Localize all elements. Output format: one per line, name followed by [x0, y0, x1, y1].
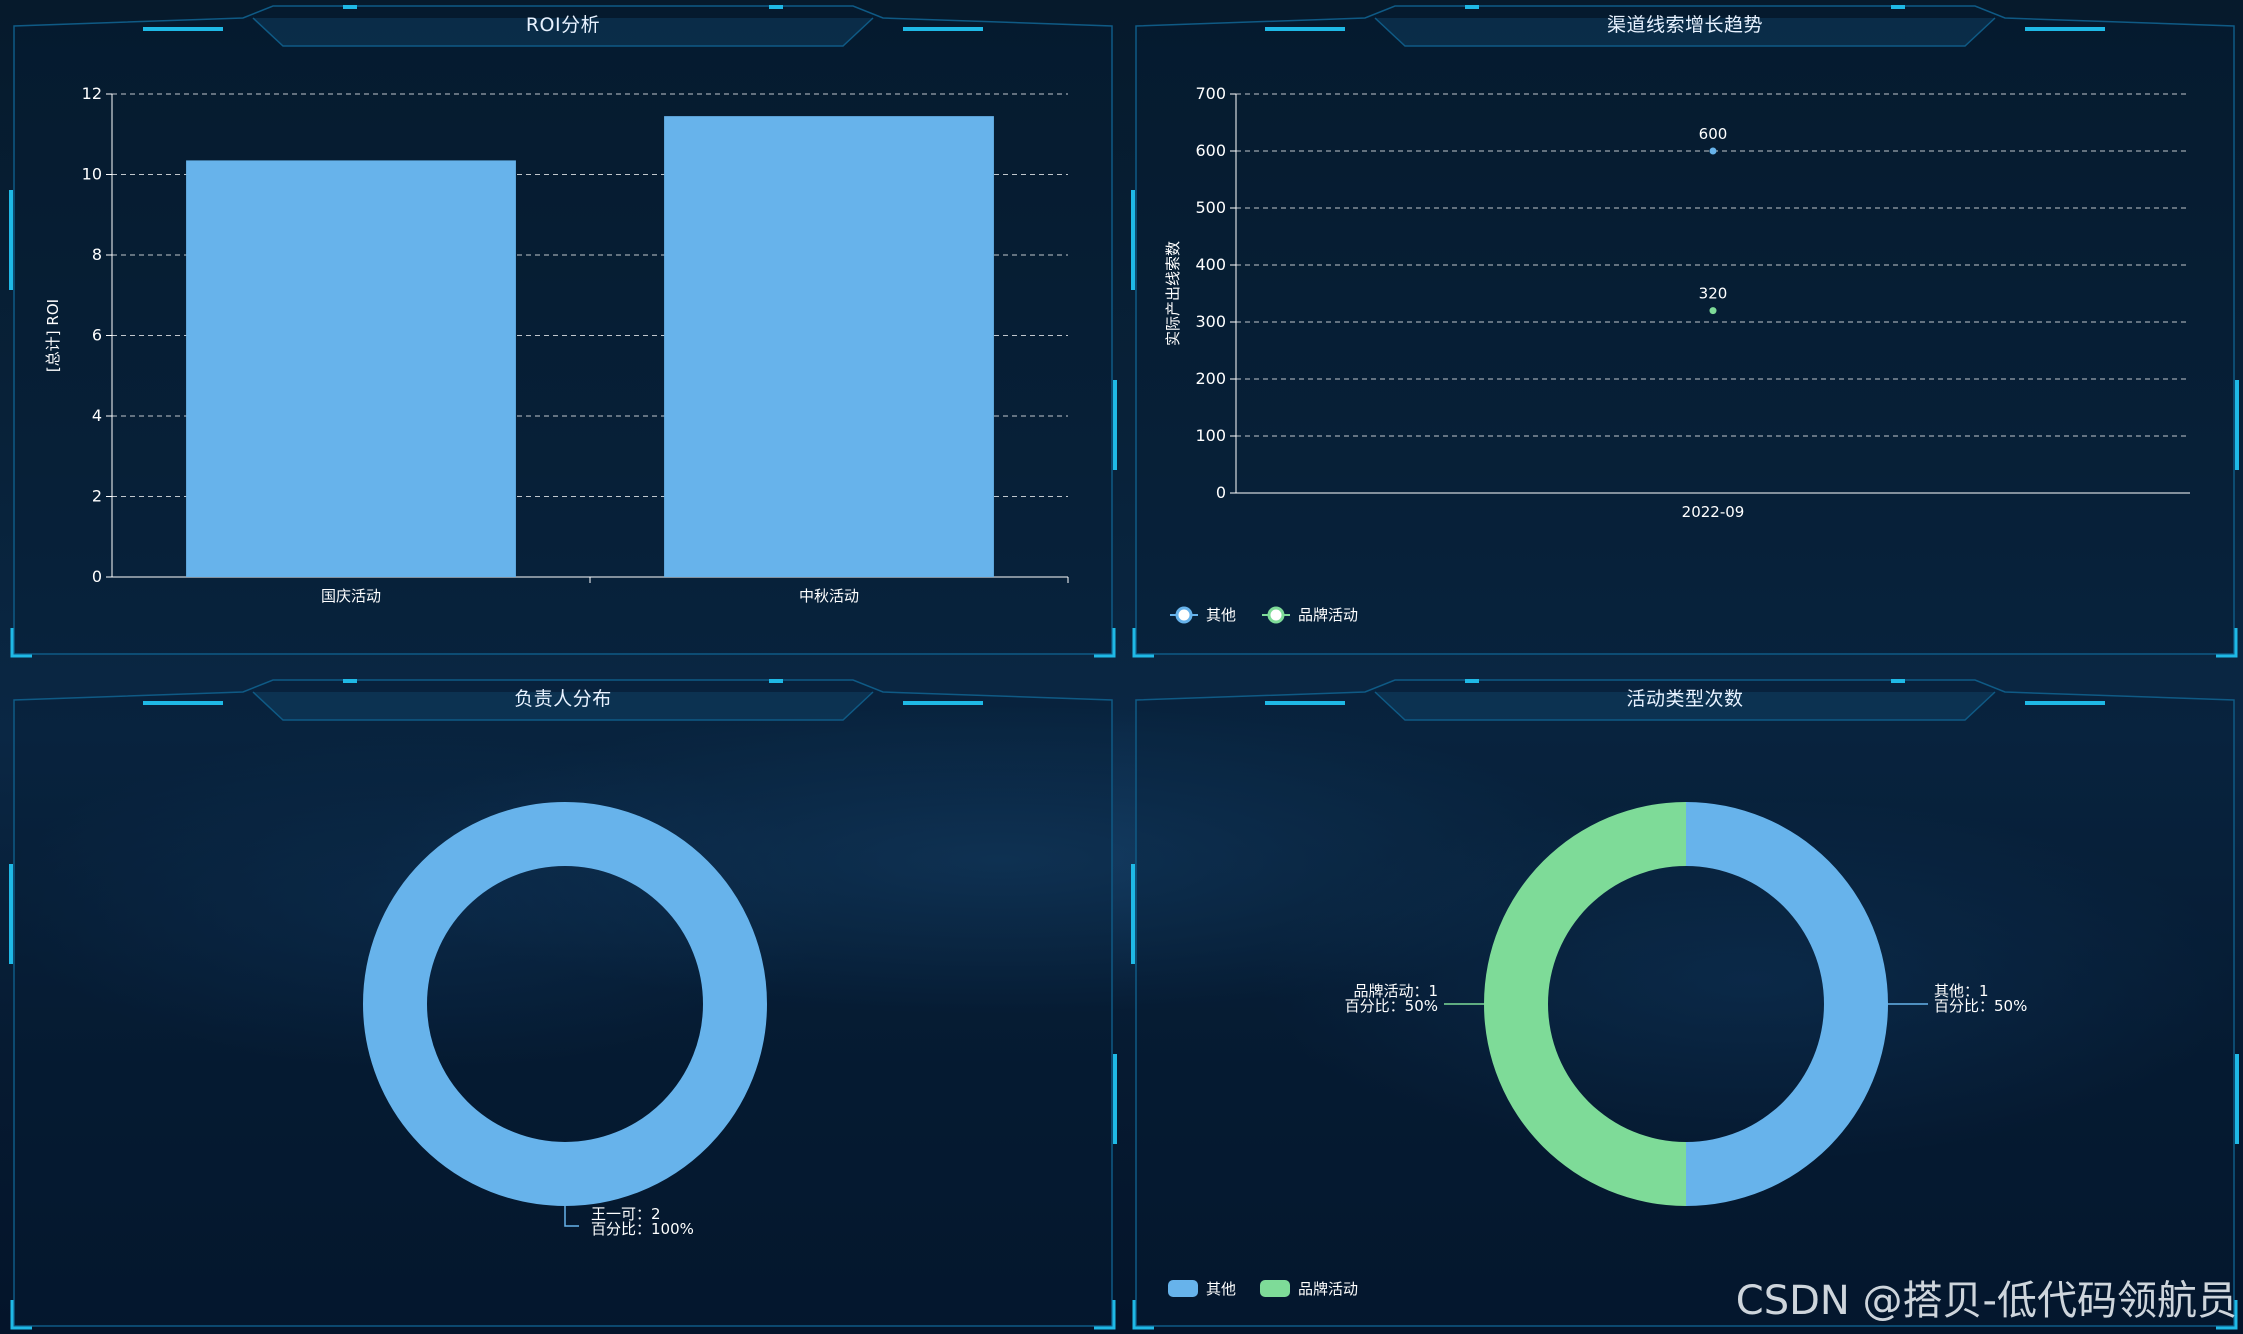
roi-panel: ROI分析 0 2 4 6 8 10 12 国庆活动 中秋活动 [总计] ROI: [8, 0, 1118, 662]
title-plate: [252, 691, 874, 721]
frame-corner: [1094, 1300, 1116, 1330]
panel-frame: [1131, 5, 2239, 658]
slice-label: 百分比：100%: [591, 1220, 694, 1238]
slice-label: 百分比：50%: [1345, 997, 1438, 1015]
panel-title: ROI分析: [525, 14, 601, 36]
y-tick-label: 200: [1195, 369, 1226, 388]
y-tick-label: 100: [1195, 426, 1226, 445]
title-plate: [1374, 17, 1996, 47]
y-tick-label: 0: [92, 567, 102, 586]
frame-border: [13, 679, 1113, 1327]
panel-title: 负责人分布: [514, 688, 612, 710]
slice-label: 王一可：2: [591, 1205, 661, 1223]
frame-corner: [10, 628, 32, 658]
y-tick-label: 300: [1195, 312, 1226, 331]
frame-corner: [2216, 628, 2238, 658]
legend-marker: [1260, 1280, 1290, 1297]
scatter-point: [1709, 307, 1717, 315]
slice-label: 百分比：50%: [1934, 997, 2027, 1015]
y-tick-label: 8: [92, 245, 102, 264]
legend-label: 品牌活动: [1298, 1280, 1358, 1298]
y-tick-label: 10: [82, 165, 102, 184]
donut-slice: [1686, 802, 1888, 1206]
panel-title: 活动类型次数: [1626, 688, 1744, 710]
legend-label: 其他: [1206, 1280, 1236, 1298]
y-tick-label: 12: [82, 84, 102, 103]
frame-border: [1135, 679, 2235, 1327]
leads-scatter-chart: 0 100 200 300 400 500 600 700 2022-09 600 320 实际产出线…: [1164, 84, 2190, 624]
types-panel: 活动类型次数 其他：1 百分比：50% 品牌活动：1 百分比：50% 其他 品牌活动: [1130, 674, 2240, 1334]
y-tick-label: 6: [92, 326, 102, 345]
x-tick-label: 2022-09: [1682, 503, 1745, 521]
label-line: [564, 1206, 579, 1227]
slice-label: 品牌活动：1: [1353, 982, 1438, 1000]
slice-label: 其他：1: [1934, 982, 1989, 1000]
panel-frame: [1131, 679, 2239, 1330]
data-label: 320: [1699, 285, 1728, 303]
watermark: CSDN @搭贝-低代码领航员: [1735, 1278, 2237, 1324]
leads-panel: 渠道线索增长趋势 0 100 200 300 400 500 600 700 2022-09 60…: [1130, 0, 2240, 662]
y-tick-label: 400: [1195, 255, 1226, 274]
donut-slice: [1484, 802, 1686, 1206]
panel-title: 渠道线索增长趋势: [1606, 14, 1763, 36]
x-tick-label: 国庆活动: [321, 587, 381, 605]
x-tick-label: 中秋活动: [799, 587, 859, 605]
y-axis-label: [总计] ROI: [44, 299, 62, 372]
frame-corner: [1132, 628, 1154, 658]
bar: [664, 116, 994, 577]
legend-label: 其他: [1206, 606, 1236, 624]
y-tick-label: 500: [1195, 198, 1226, 217]
y-tick-label: 600: [1195, 141, 1226, 160]
frame-corner: [1132, 1300, 1154, 1330]
scatter-point: [1709, 147, 1717, 155]
frame-border: [1135, 5, 2235, 655]
title-plate: [252, 17, 874, 47]
legend-label: 品牌活动: [1298, 606, 1358, 624]
data-label: 600: [1699, 125, 1728, 143]
legend-marker: [1175, 606, 1193, 624]
title-plate: [1374, 691, 1996, 721]
y-axis-label: 实际产出线索数: [1164, 241, 1182, 346]
y-tick-label: 2: [92, 487, 102, 506]
y-tick-label: 0: [1216, 483, 1226, 502]
owner-panel: 负责人分布 王一可：2 百分比：100%: [8, 674, 1118, 1334]
panel-frame: [9, 679, 1117, 1330]
donut-slice: [363, 802, 767, 1206]
y-tick-label: 700: [1195, 84, 1226, 103]
legend-marker: [1168, 1280, 1198, 1297]
y-tick-label: 4: [92, 406, 102, 425]
roi-bar-chart: 0 2 4 6 8 10 12 国庆活动 中秋活动 [总计] ROI: [44, 84, 1069, 605]
bar: [186, 160, 516, 577]
legend-marker: [1267, 606, 1285, 624]
frame-corner: [1094, 628, 1116, 658]
frame-corner: [10, 1300, 32, 1330]
frame-corner: [2216, 1300, 2238, 1330]
